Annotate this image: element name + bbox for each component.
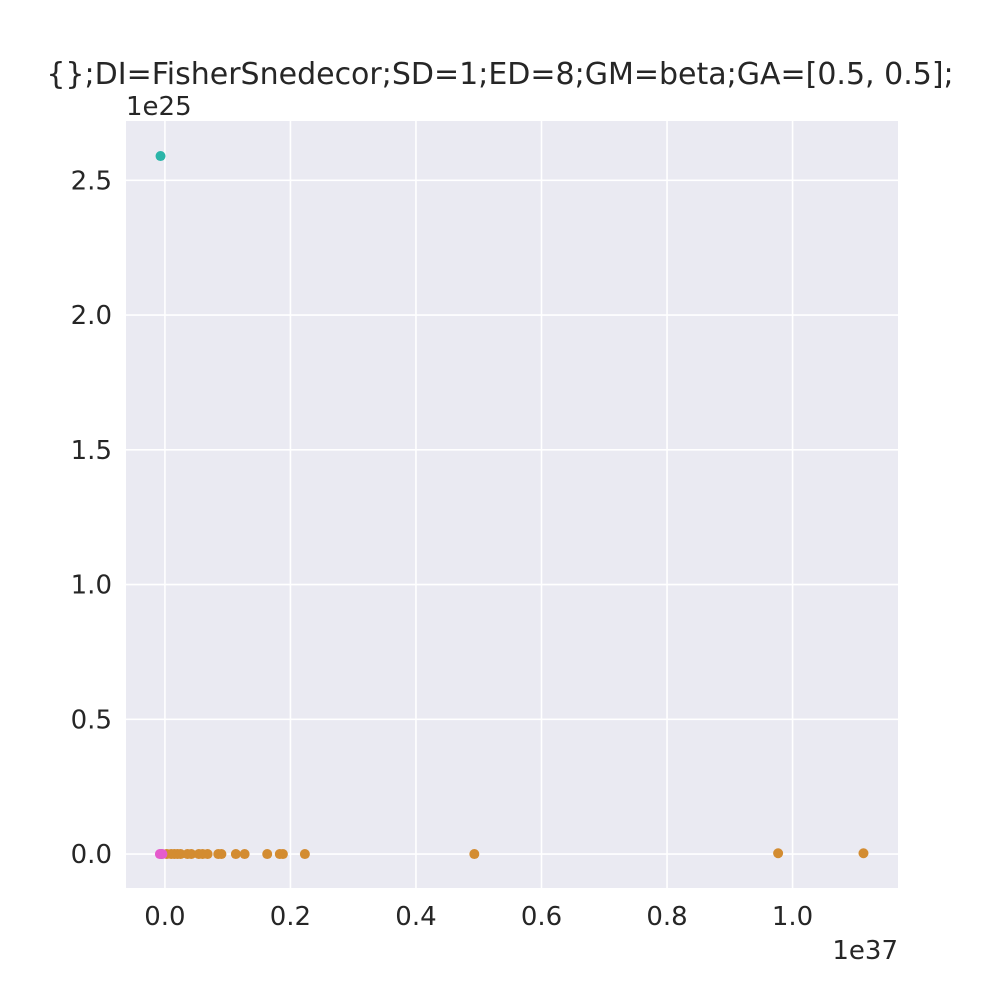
grid-lines	[126, 121, 898, 888]
x-tick-label: 0.6	[521, 902, 562, 932]
data-points	[154, 151, 869, 860]
scatter-point	[186, 849, 197, 860]
y-tick-label: 2.0	[71, 301, 112, 331]
x-tick-label: 0.8	[646, 902, 687, 932]
x-tick-label: 0.0	[144, 902, 185, 932]
scatter-point	[239, 849, 250, 860]
scatter-point	[469, 849, 480, 860]
y-axis-offset-label: 1e25	[126, 92, 192, 122]
scatter-point	[773, 848, 784, 859]
scatter-point	[299, 849, 310, 860]
scatter-point	[155, 151, 166, 162]
scatter-point	[277, 849, 288, 860]
y-tick-label: 0.0	[71, 840, 112, 870]
scatter-point	[230, 849, 241, 860]
scatter-point	[202, 849, 213, 860]
scatter-point	[175, 849, 186, 860]
y-tick-label: 1.0	[71, 571, 112, 601]
scatter-point	[858, 848, 869, 859]
x-axis-offset-label: 1e37	[832, 936, 898, 966]
tick-labels: 0.0 0.2 0.4 0.6 0.8 1.0 0.0 0.5 1.0 1.5 2.0 2.5	[71, 166, 814, 932]
y-tick-label: 0.5	[71, 705, 112, 735]
x-tick-label: 0.4	[395, 902, 436, 932]
y-tick-label: 1.5	[71, 436, 112, 466]
chart-title: {};DI=FisherSnedecor;SD=1;ED=8;GM=beta;G…	[46, 57, 953, 92]
y-tick-label: 2.5	[71, 166, 112, 196]
x-tick-label: 0.2	[270, 902, 311, 932]
scatter-point	[262, 849, 273, 860]
x-tick-label: 1.0	[772, 902, 813, 932]
scatter-point	[157, 849, 168, 860]
scatter-point	[216, 849, 227, 860]
plot-area	[126, 121, 898, 888]
